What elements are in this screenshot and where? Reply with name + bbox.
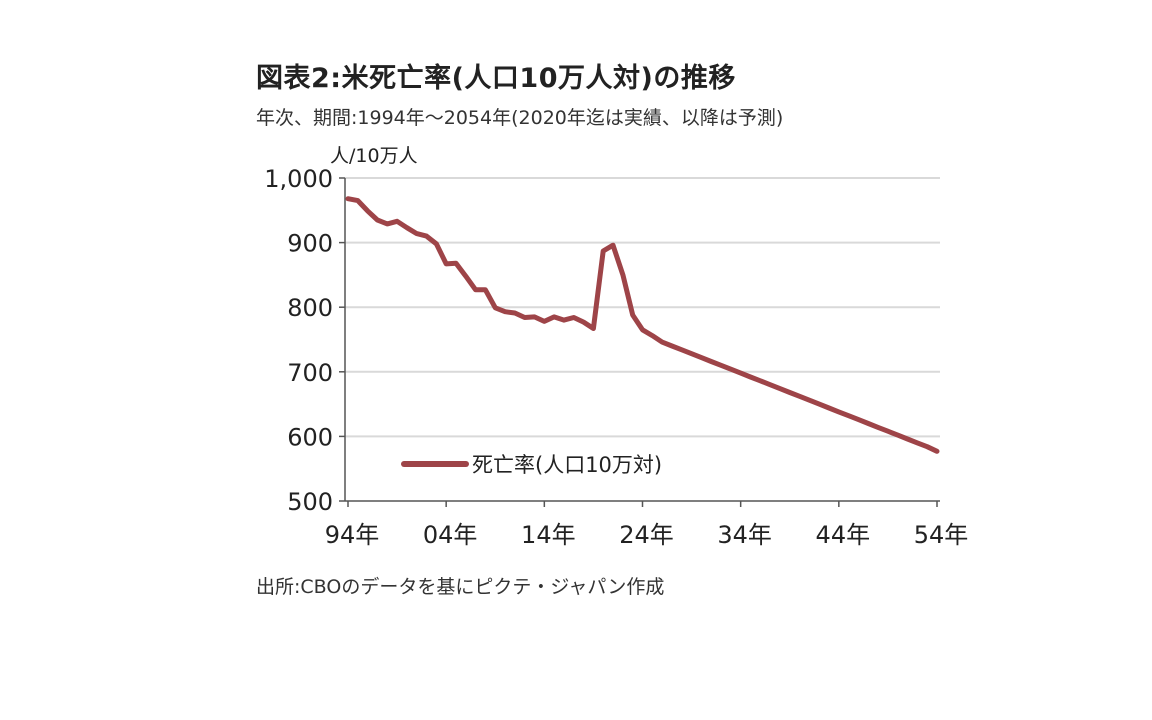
- gridlines: [345, 177, 940, 438]
- series-layer: [345, 196, 940, 454]
- legend-label: 死亡率(人口10万対): [472, 453, 662, 477]
- y-tick-labels: 500 600 700 800 900 1,000: [264, 165, 333, 516]
- x-tick-label-2014: 14年: [521, 521, 576, 549]
- x-tick-label-2024: 24年: [619, 521, 674, 549]
- x-tick-label-2034: 34年: [717, 521, 772, 549]
- y-tick-label-500: 500: [287, 488, 333, 516]
- chart-subtitle: 年次、期間:1994年～2054年(2020年迄は実績、以降は予測): [256, 107, 784, 129]
- x-tick-label-2004: 04年: [423, 521, 478, 549]
- x-tick-label-2044: 44年: [816, 521, 871, 549]
- y-axis-unit-label: 人/10万人: [330, 145, 418, 167]
- source-note: 出所:CBOのデータを基にピクテ・ジャパン作成: [256, 576, 665, 598]
- axes: [339, 177, 940, 507]
- series-line-0: [345, 196, 940, 454]
- x-tick-labels: 94年 04年 14年 24年 34年 44年 54年: [325, 521, 969, 549]
- y-tick-label-700: 700: [287, 359, 333, 387]
- y-tick-label-800: 800: [287, 294, 333, 322]
- y-tick-label-900: 900: [287, 230, 333, 258]
- y-tick-label-1000: 1,000: [264, 165, 333, 193]
- y-tick-label-600: 600: [287, 423, 333, 451]
- legend: 死亡率(人口10万対): [401, 453, 662, 477]
- chart-title: 図表2:米死亡率(人口10万人対)の推移: [256, 63, 736, 94]
- x-tick-label-2054: 54年: [914, 521, 969, 549]
- x-tick-label-1994: 94年: [325, 521, 380, 549]
